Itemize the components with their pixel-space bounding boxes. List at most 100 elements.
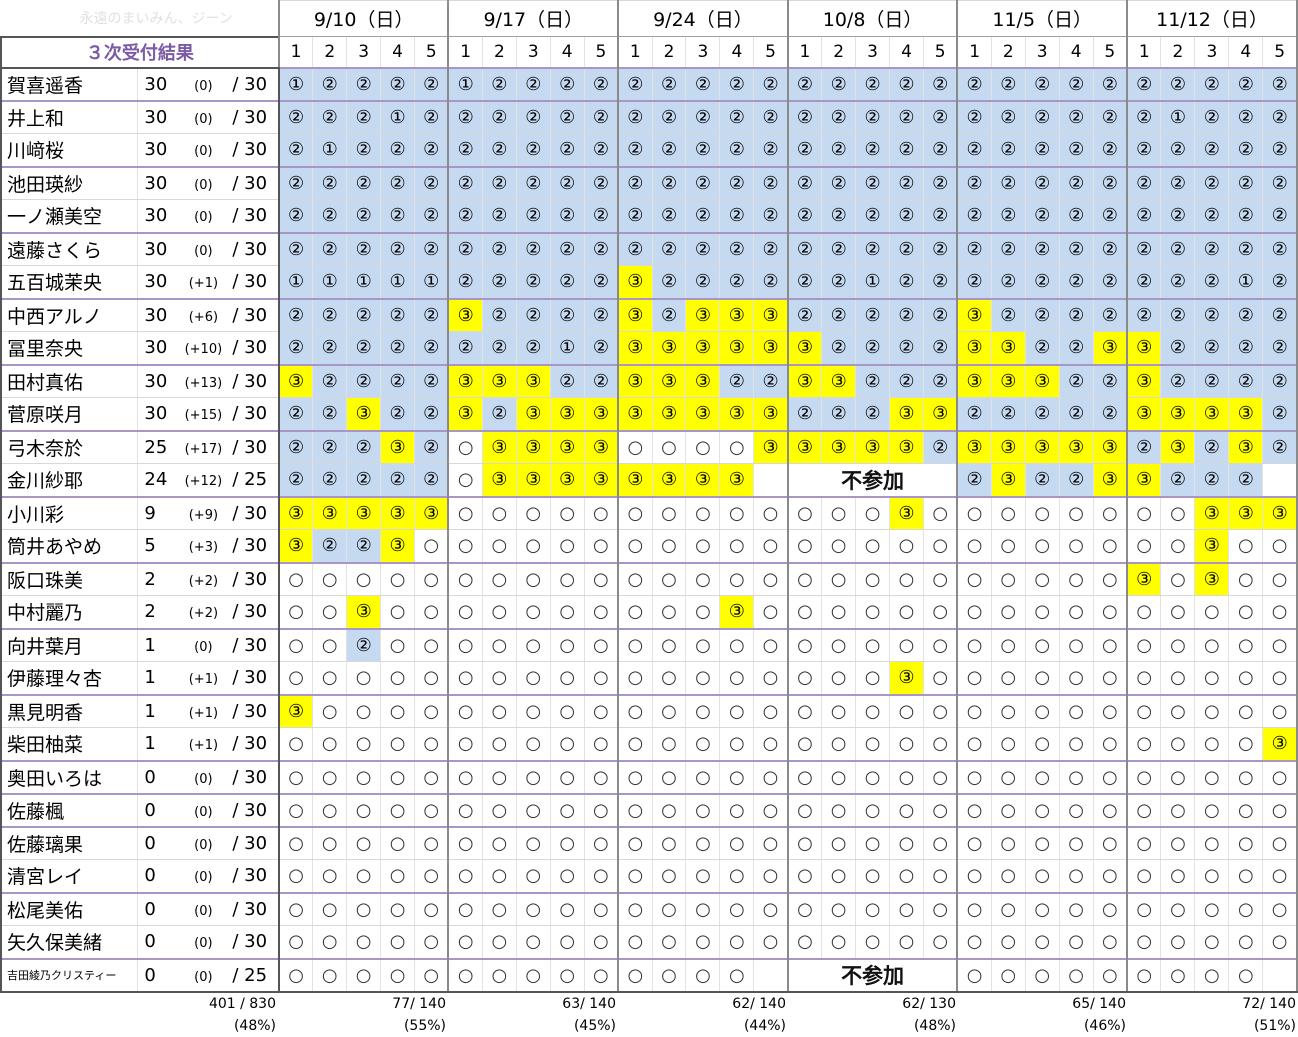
result-cell: ○ [922,825,958,860]
result-cell: ○ [1024,595,1060,629]
result-cell: ② [1058,331,1094,365]
result-cell: ○ [956,825,992,860]
lottery-results-table: 永遠のまいみん、ジーン 9/10（日） 9/17（日） 9/24（日） 10/8（日） 1… [0,0,1298,993]
result-cell: ○ [786,561,823,596]
result-cell: ○ [380,925,416,959]
result-cell: ③ [821,429,857,464]
result-cell: ③ [889,661,924,695]
result-cell: ② [1024,231,1060,266]
member-name: 阪口珠美 [0,561,139,596]
member-score: 1 (+1) / 30 [137,727,280,761]
result-cell: ② [956,66,992,101]
result-cell: ○ [685,429,721,464]
result-cell: ② [1262,199,1298,233]
result-cell: ② [990,231,1026,266]
result-cell: ○ [277,891,314,926]
result-cell: ② [1194,66,1230,101]
result-cell: ○ [1058,925,1094,959]
result-cell: ② [549,66,585,101]
result-cell: ② [617,165,653,200]
result-cell: ○ [1160,792,1196,827]
result-cell: ② [617,133,653,167]
member-score: 30 (0) / 30 [137,165,280,200]
session-number: 4 [889,36,924,68]
member-row: 川﨑桜 30 (0)/ 30 ② ① ② ② ② ② ② ② ② ② ② ② ② ② ② ② ② ② ② ② ② ② ② ② ② ② ② ②… [0,133,1298,167]
result-cell: ③ [447,297,483,332]
session-number: 5 [414,36,449,68]
result-cell: ② [1024,99,1060,134]
result-cell: ○ [651,529,687,563]
result-cell: ③ [855,429,891,464]
result-cell: ○ [786,792,823,827]
result-cell: ② [821,331,857,365]
result-cell: ③ [889,495,924,530]
header-sessions-row: ３次受付結果 1 2 3 4 5 1 2 3 4 5 1 2 3 4 5 1 2 3 4 5 1 2 3 4 5 1 2 3 4 5 [0,35,1298,69]
result-cell: ③ [380,495,416,530]
result-cell: ○ [617,825,653,860]
result-cell: ② [956,397,992,431]
result-cell: ② [312,397,348,431]
result-cell: ○ [414,825,449,860]
slot-total: / 30 [232,205,268,227]
result-cell: ② [719,99,755,134]
result-cell: ○ [855,595,891,629]
result-cell: ○ [1126,759,1162,794]
result-cell: ○ [922,891,958,926]
result-cell: ② [346,627,382,662]
result-cell: ○ [1024,693,1060,728]
result-cell: ② [651,231,687,266]
result-cell: ② [1024,66,1060,101]
won-count: 1 [144,700,156,722]
session-number: 3 [855,36,891,68]
result-cell: ② [414,133,449,167]
result-cell: ③ [346,495,382,530]
result-cell: ○ [447,627,483,662]
result-cell: ② [549,363,585,398]
member-name: 川﨑桜 [0,133,139,167]
result-cell: ② [414,463,449,497]
result-cell: ○ [549,561,585,596]
result-cell: ② [1194,297,1230,332]
result-cell: ② [380,397,416,431]
result-cell: ○ [380,792,416,827]
result-cell [753,957,789,993]
result-cell: ② [1092,199,1128,233]
result-cell: ③ [1092,429,1128,464]
won-delta: (+2) [188,606,219,622]
result-cell: ② [549,199,585,233]
result-cell: ○ [990,693,1026,728]
won-delta: (0) [194,177,213,193]
result-cell: ○ [753,627,789,662]
slot-total: / 30 [232,370,268,392]
result-cell: ○ [753,925,789,959]
result-cell: ○ [685,727,721,761]
result-cell: ○ [447,561,483,596]
result-cell: ③ [685,331,721,365]
member-row: 菅原咲月 30 (+15)/ 30 ② ② ③ ② ② ③ ② ③ ③ ③ ③ ③ ③ ③ ③ ② ② ② ③ ③ ② ② ② ② ②… [0,397,1298,431]
result-cell: ○ [1160,727,1196,761]
result-cell: ② [786,66,823,101]
result-cell: ○ [956,495,992,530]
result-cell: ③ [685,463,721,497]
result-cell: ② [855,99,891,134]
result-cell: ② [1058,133,1094,167]
result-cell: ③ [753,297,789,332]
result-cell: ② [1262,429,1298,464]
result-cell: ○ [515,792,551,827]
result-cell: ② [380,231,416,266]
won-delta: (+1) [188,276,219,292]
result-cell: ○ [855,792,891,827]
won-delta: (0) [194,111,213,127]
result-cell: ○ [990,495,1026,530]
result-cell: ○ [414,627,449,662]
result-cell: ○ [651,429,687,464]
won-count: 30 [144,106,168,128]
result-cell: ○ [1092,627,1128,662]
result-cell: ○ [753,792,789,827]
result-cell: ○ [922,495,958,530]
result-cell: ② [481,297,517,332]
slot-total: / 30 [232,832,268,854]
watermark-text: 永遠のまいみん、ジーン [79,11,233,28]
session-number: 2 [821,36,857,68]
result-cell: ○ [1160,957,1196,993]
